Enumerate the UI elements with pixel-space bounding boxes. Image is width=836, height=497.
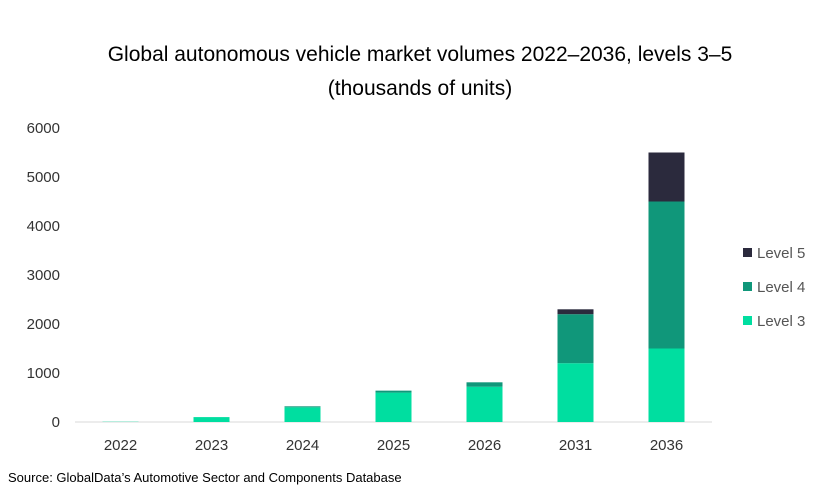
y-tick-label: 5000 [27,169,60,186]
x-tick-label: 2022 [104,437,137,454]
legend-swatch-level-5 [743,248,752,257]
bar-segment-level-3-2025 [375,392,412,422]
x-tick-label: 2031 [559,437,592,454]
x-tick-label: 2026 [468,437,501,454]
legend: Level 5 Level 4 Level 3 [743,245,805,330]
legend-label: Level 5 [757,245,805,262]
legend-label: Level 4 [757,279,805,296]
x-tick-label: 2025 [377,437,410,454]
legend-label: Level 3 [757,313,805,330]
y-tick-label: 3000 [27,267,60,284]
y-tick-label: 6000 [27,120,60,137]
legend-swatch-level-4 [743,282,752,291]
bars [102,152,685,422]
bar-segment-level-5-2036 [648,152,685,202]
bar-segment-level-4-2024 [284,406,321,408]
bar-segment-level-3-2036 [648,348,685,422]
y-tick-label: 0 [52,414,60,431]
bar-segment-level-3-2026 [466,386,503,422]
bar-segment-level-4-2025 [375,390,412,393]
x-axis-ticks: 2022 2023 2024 2025 2026 2031 2036 [104,437,683,454]
bar-segment-level-4-2036 [648,201,685,349]
y-tick-label: 4000 [27,218,60,235]
x-tick-label: 2036 [650,437,683,454]
x-tick-label: 2024 [286,437,319,454]
y-axis-ticks: 0 1000 2000 3000 4000 5000 6000 [27,120,60,431]
bar-segment-level-4-2026 [466,382,503,387]
y-tick-label: 2000 [27,316,60,333]
bar-segment-level-3-2024 [284,407,321,422]
bar-segment-level-5-2031 [557,309,594,315]
bar-segment-level-3-2031 [557,363,594,422]
source-note: Source: GlobalData’s Automotive Sector a… [8,470,402,485]
bar-segment-level-3-2023 [193,417,230,422]
legend-swatch-level-3 [743,316,752,325]
y-tick-label: 1000 [27,365,60,382]
bar-segment-level-4-2031 [557,314,594,364]
x-tick-label: 2023 [195,437,228,454]
chart-title: Global autonomous vehicle market volumes… [107,43,733,100]
